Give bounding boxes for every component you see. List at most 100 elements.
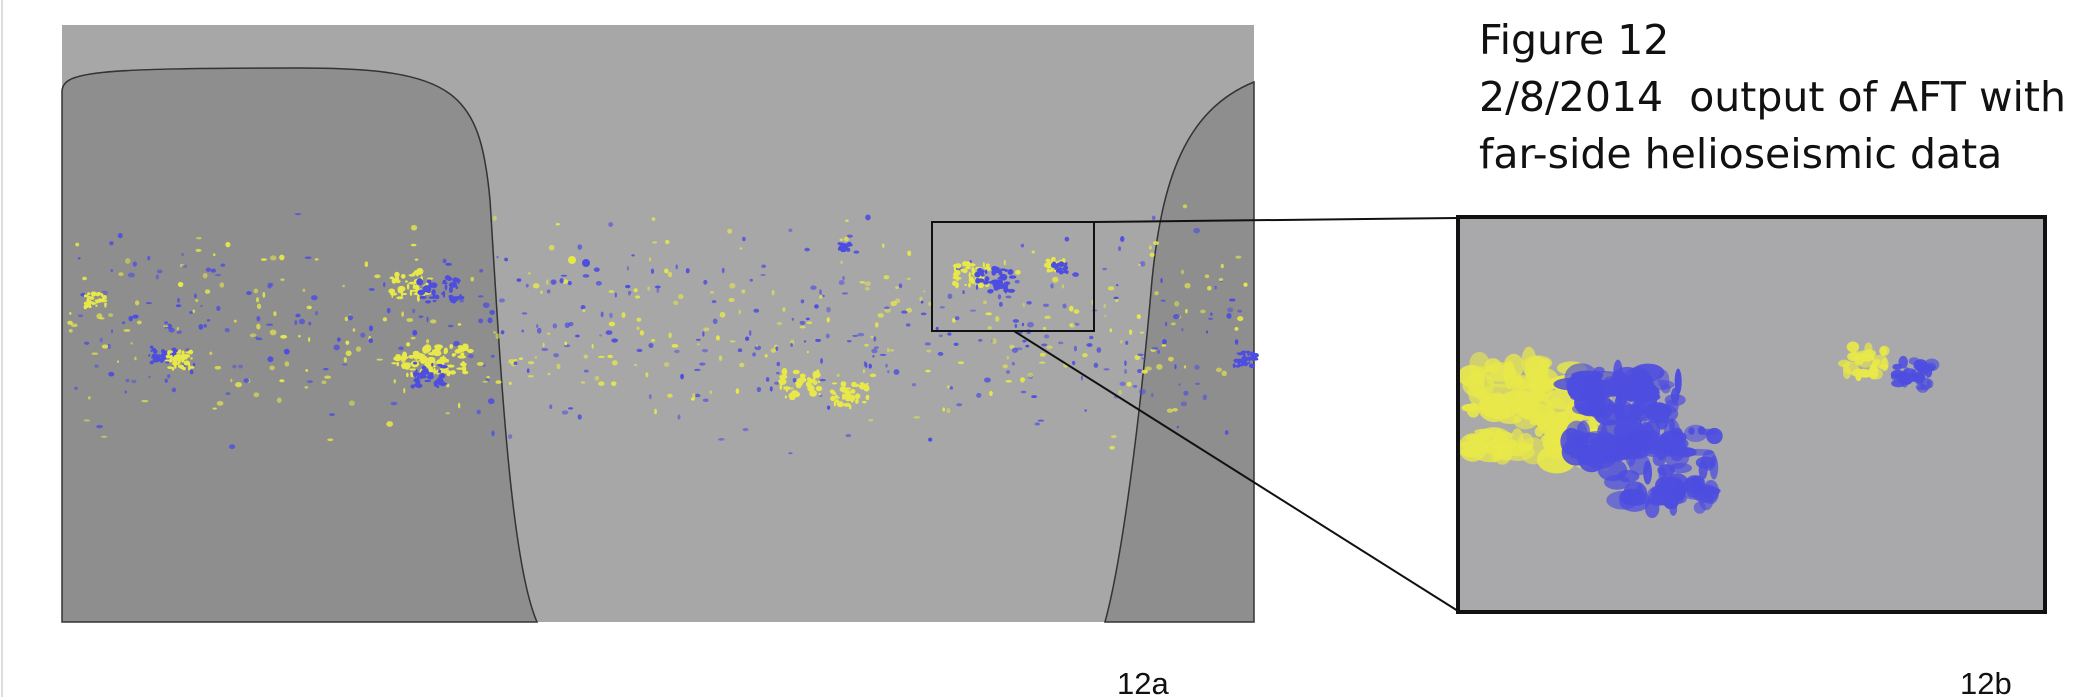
page: Figure 12 2/8/2014 output of AFT with fa… [0,0,2074,697]
magnetic-spot [1094,363,1099,368]
magnetic-spot [956,403,962,406]
magnetic-spot [703,280,707,285]
magnetic-spot [1051,257,1056,261]
magnetic-spot [1237,316,1243,321]
magnetic-spot [814,304,819,308]
magnetic-spot [1925,366,1932,378]
magnetic-spot [702,349,708,353]
magnetic-spot [427,278,434,280]
magnetic-spot [901,311,907,314]
magnetic-spot [1109,446,1115,450]
magnetic-spot [477,362,484,366]
magnetic-spot [865,287,870,291]
magnetic-spot [675,264,677,269]
magnetic-spot [172,388,176,393]
magnetic-spot [321,380,326,384]
magnetic-spot [1151,347,1158,350]
magnetic-spot [1239,353,1242,355]
magnetic-spot [147,256,150,261]
magnetic-spot [800,374,806,378]
magnetic-spot [256,297,259,302]
magnetic-spot [1007,356,1009,360]
magnetic-spot [548,373,551,376]
magnetic-spot [130,342,133,344]
magnetic-spot [575,335,580,338]
magnetic-spot [156,274,159,279]
magnetic-spot [390,292,397,295]
magnetic-spot [254,289,258,294]
magnetic-spot [195,249,201,252]
magnetic-spot [546,279,548,284]
magnetic-spot [975,278,980,284]
magnetic-spot [1140,261,1145,267]
magnetic-spot [181,265,187,268]
magnetic-spot [955,263,961,268]
magnetic-spot [167,350,170,355]
magnetic-spot [761,264,766,268]
magnetic-spot [1168,357,1174,362]
magnetic-spot [611,338,618,342]
magnetic-spot [1174,364,1176,369]
magnetic-spot [838,242,841,244]
magnetic-spot [403,388,405,394]
magnetic-spot [633,288,637,292]
magnetic-spot [788,452,792,454]
magnetic-spot [537,328,542,334]
magnetic-spot [887,370,890,373]
magnetic-spot [1699,460,1708,480]
magnetic-spot [965,266,971,269]
magnetic-spot [176,304,182,307]
magnetic-spot [1137,369,1142,373]
magnetic-spot [131,380,137,383]
magnetic-spot [815,339,821,342]
magnetic-spot [395,354,401,356]
magnetic-spot [837,373,840,377]
magnetic-spot [699,363,705,366]
magnetic-spot [649,394,652,399]
magnetic-spot [90,296,93,299]
magnetic-spot [1028,373,1034,377]
magnetic-spot [123,329,130,332]
magnetic-spot [655,286,661,289]
magnetic-spot [99,317,105,319]
magnetic-spot [584,370,589,373]
magnetic-spot [1104,315,1106,318]
magnetic-spot [308,322,311,326]
panel-label: 12b [1960,666,2012,697]
magnetic-spot [125,390,127,393]
magnetic-spot [800,321,806,325]
magnetic-spot [453,353,456,356]
magnetic-spot [906,323,911,326]
magnetic-spot [1644,451,1676,457]
magnetic-spot [818,380,820,383]
magnetic-spot [652,217,656,220]
magnetic-spot [1225,430,1229,435]
magnetic-spot [327,439,333,442]
magnetic-spot [1110,328,1113,332]
magnetic-spot [527,368,530,373]
magnetic-spot [1233,359,1238,363]
magnetic-spot [1082,353,1088,357]
magnetic-spot [874,346,879,348]
magnetic-spot [582,309,585,313]
magnetic-spot [1243,357,1248,359]
magnetic-spot [1158,350,1160,354]
magnetic-spot [985,270,988,275]
magnetic-spot [1847,352,1860,362]
magnetic-spot [838,247,841,250]
magnetic-spot [1140,332,1144,334]
magnetic-spot [183,354,188,360]
magnetic-spot [889,349,894,351]
magnetic-spot [482,381,488,383]
magnetic-spot [230,379,232,383]
magnetic-spot [1046,345,1052,349]
magnetic-spot [307,306,312,310]
magnetic-spot [150,361,154,365]
magnetic-spot [141,400,148,403]
magnetic-spot [872,355,874,357]
magnetic-spot [176,352,178,355]
magnetic-spot [1031,395,1037,398]
magnetic-spot [128,316,133,321]
magnetic-spot [118,233,123,238]
magnetic-spot [1244,362,1247,367]
